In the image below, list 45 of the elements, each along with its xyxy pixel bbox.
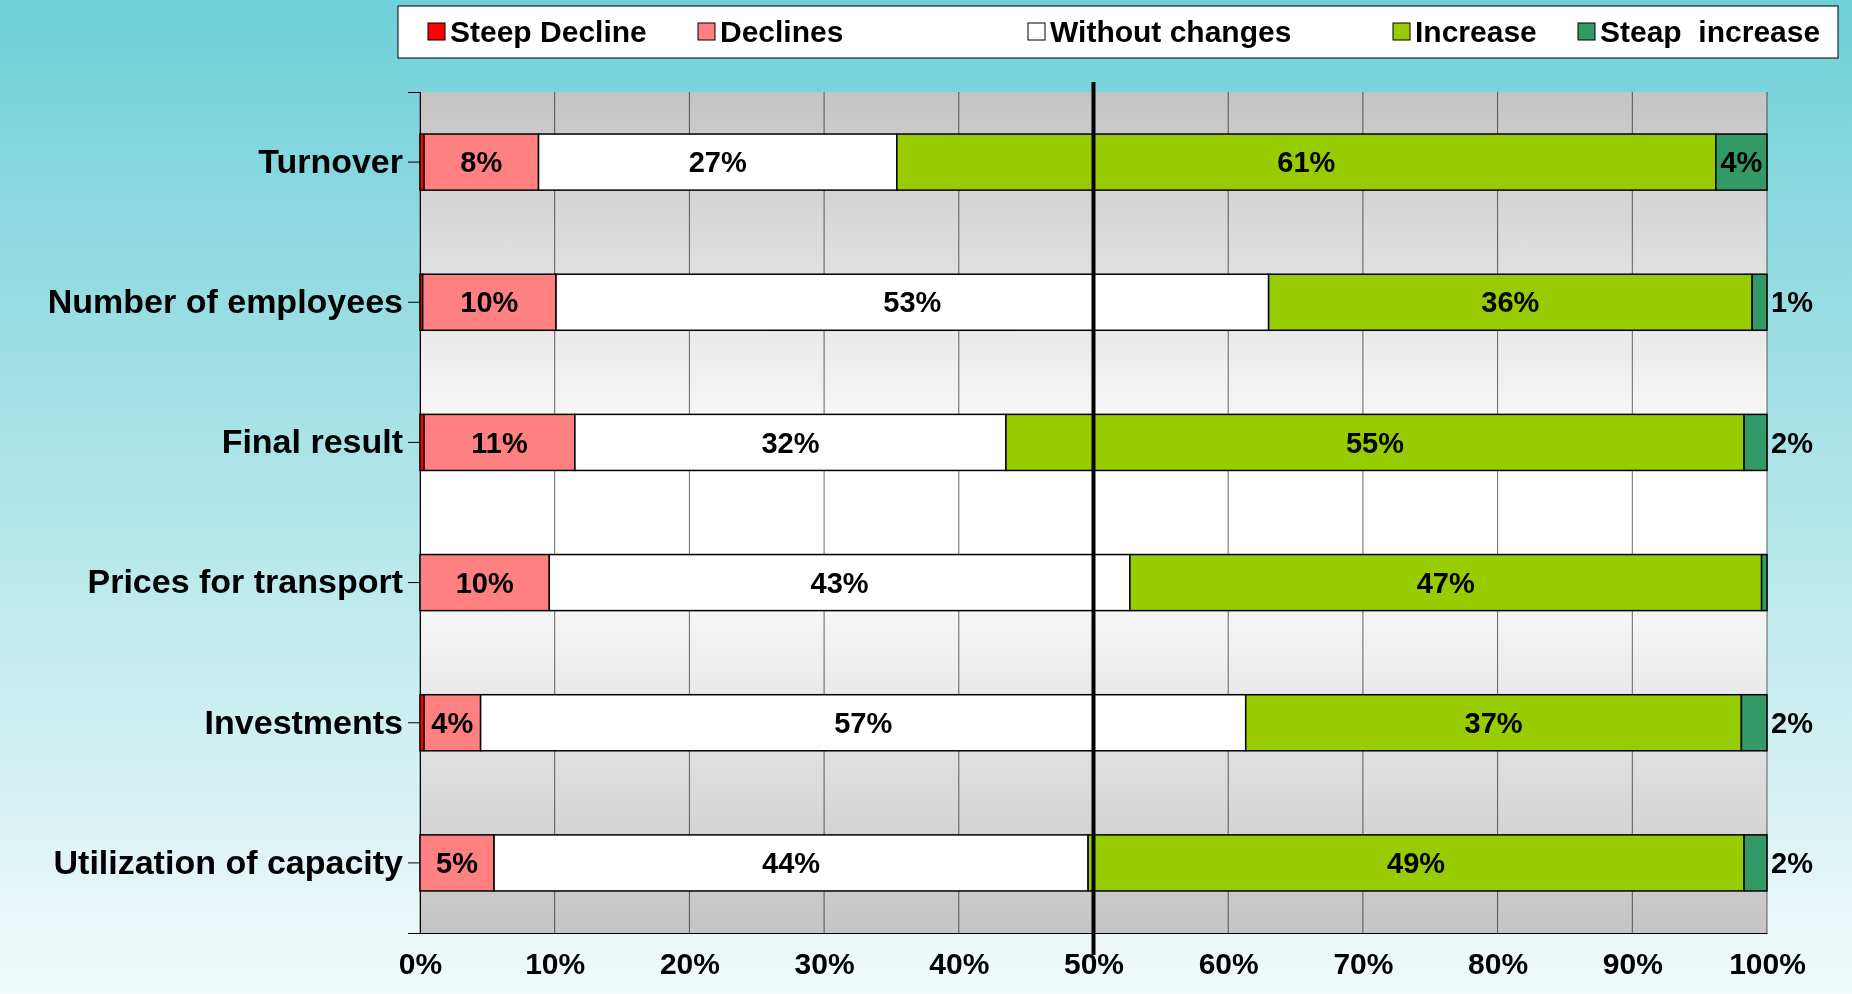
y-tick-label: Turnover xyxy=(258,141,403,180)
data-label: 10% xyxy=(455,566,514,599)
data-label: 49% xyxy=(1387,847,1446,880)
legend-label: Declines xyxy=(720,15,844,48)
x-tick-label: 0% xyxy=(398,947,443,981)
y-tick-label: Final result xyxy=(221,422,403,461)
x-tick-label: 60% xyxy=(1198,947,1259,981)
data-label: 1% xyxy=(1771,286,1814,319)
data-label: 57% xyxy=(834,706,893,739)
x-tick-label: 50% xyxy=(1063,947,1125,981)
x-tick-label: 70% xyxy=(1333,947,1394,981)
data-label: 2% xyxy=(1771,847,1814,880)
data-label: 2% xyxy=(1771,706,1814,739)
x-tick-label: 100% xyxy=(1729,947,1806,981)
legend-label: Without changes xyxy=(1050,15,1292,48)
data-label: 4% xyxy=(431,706,474,739)
data-label: 37% xyxy=(1464,706,1523,739)
data-label: 4% xyxy=(1720,146,1763,179)
data-label: 53% xyxy=(883,286,942,319)
data-label: 43% xyxy=(810,566,869,599)
data-label: 5% xyxy=(436,847,479,880)
x-tick-label: 30% xyxy=(794,947,855,981)
data-label: 61% xyxy=(1277,146,1336,179)
data-label: 2% xyxy=(1771,426,1814,459)
legend-label: Increase xyxy=(1415,15,1537,48)
data-label: 55% xyxy=(1346,426,1405,459)
data-label: 8% xyxy=(460,146,503,179)
x-tick-label: 40% xyxy=(929,947,990,981)
data-label: 32% xyxy=(761,426,820,459)
x-tick-label: 10% xyxy=(525,947,586,981)
legend-label: Steep Decline xyxy=(450,15,647,48)
data-label: 44% xyxy=(762,847,821,880)
x-tick-label: 90% xyxy=(1602,947,1663,981)
data-label: 36% xyxy=(1481,286,1540,319)
x-tick-label: 20% xyxy=(659,947,720,981)
data-label: 10% xyxy=(460,286,519,319)
y-tick-label: Utilization of capacity xyxy=(53,842,404,881)
data-label: 11% xyxy=(471,426,528,459)
x-tick-label: 80% xyxy=(1468,947,1529,981)
data-label: 27% xyxy=(688,146,747,179)
data-label: 47% xyxy=(1416,566,1475,599)
y-tick-label: Number of employees xyxy=(47,282,403,321)
legend-label: Steap increase xyxy=(1600,15,1821,48)
y-tick-label: Prices for transport xyxy=(87,562,403,601)
y-tick-label: Investments xyxy=(204,702,403,741)
